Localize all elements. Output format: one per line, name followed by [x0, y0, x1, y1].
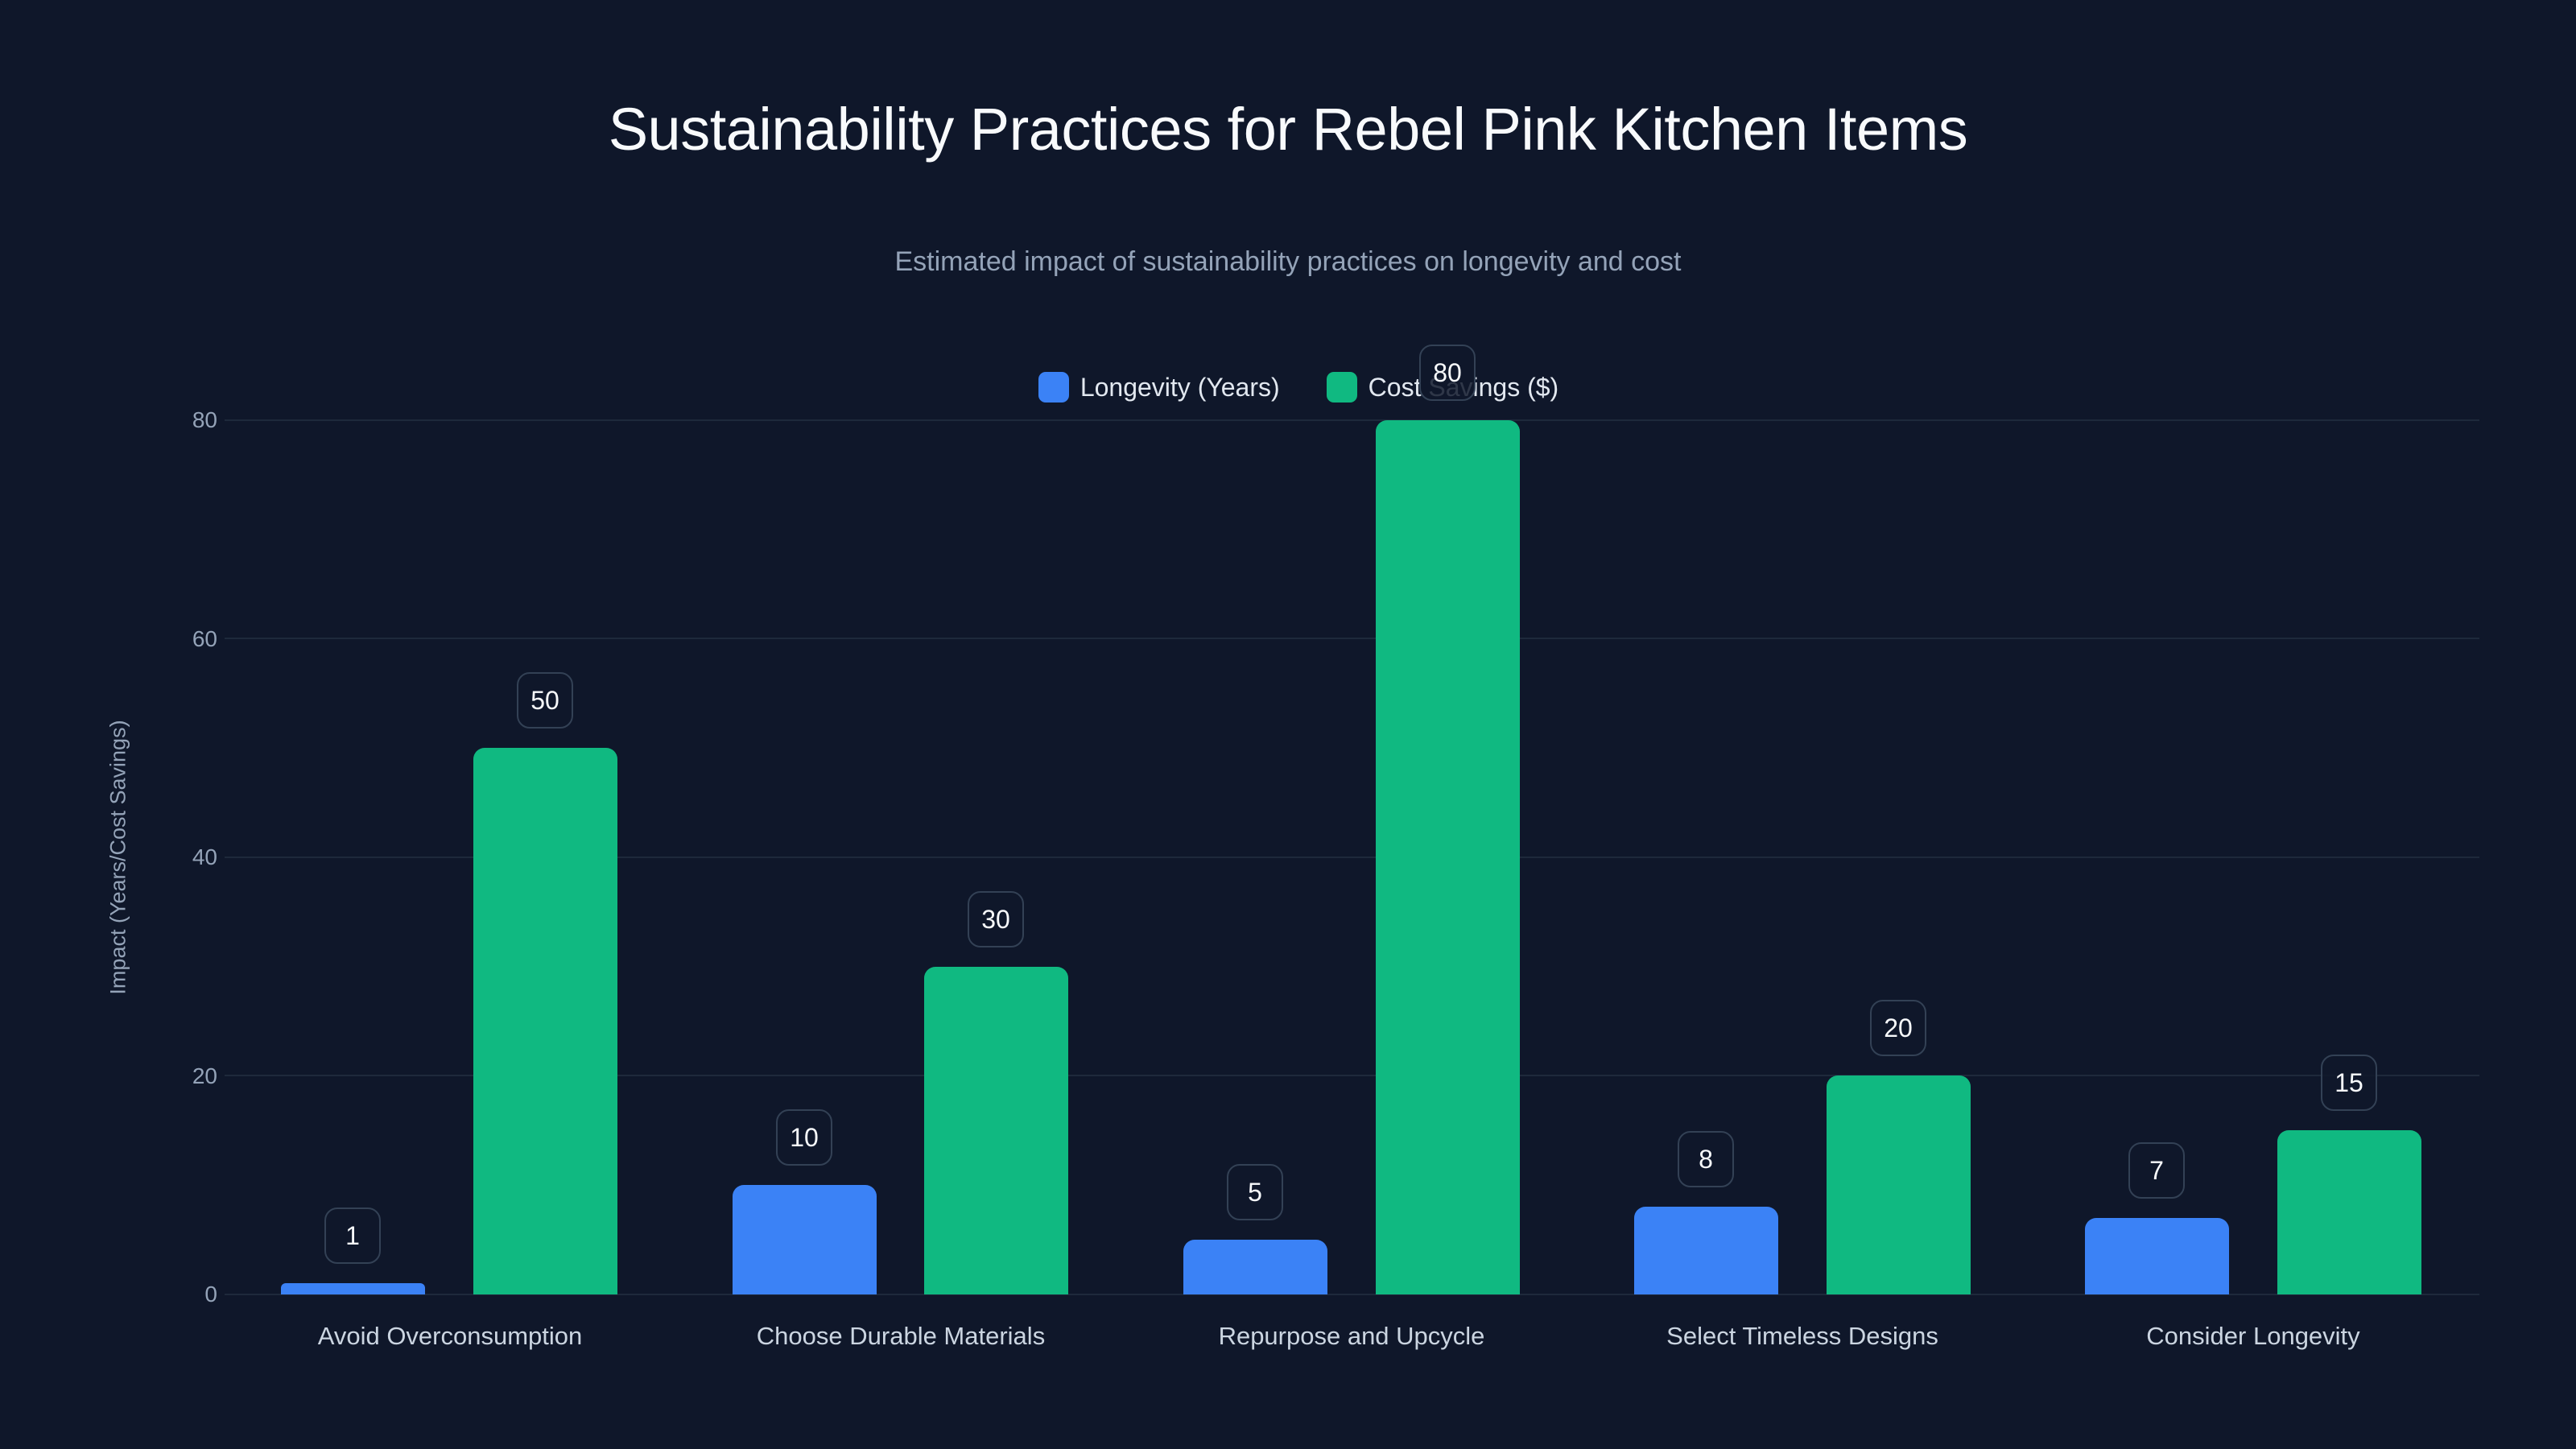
- value-label-cost-avoid-overconsumption: 50: [517, 672, 573, 729]
- y-tick-0: 0: [204, 1282, 217, 1307]
- y-axis-title: Impact (Years/Cost Savings): [105, 720, 130, 995]
- y-tick-40: 40: [192, 844, 217, 869]
- legend: Longevity (Years) Cost Savings ($): [0, 372, 2576, 402]
- y-tick-20: 20: [192, 1063, 217, 1088]
- value-label-longevity-repurpose-and-upcycle: 5: [1227, 1164, 1283, 1220]
- y-tick-80: 80: [192, 407, 217, 432]
- gridline-40: [225, 857, 2479, 858]
- gridline-80: [225, 419, 2479, 421]
- value-label-longevity-choose-durable-materials: 10: [776, 1109, 832, 1166]
- bar-cost-repurpose-and-upcycle[interactable]: [1376, 420, 1520, 1294]
- chart-subtitle: Estimated impact of sustainability pract…: [894, 246, 1682, 277]
- x-axis-line: [225, 1294, 2479, 1295]
- value-label-cost-choose-durable-materials: 30: [968, 891, 1024, 947]
- legend-label-longevity: Longevity (Years): [1080, 372, 1280, 402]
- gridline-60: [225, 638, 2479, 639]
- x-label-choose-durable-materials: Choose Durable Materials: [756, 1322, 1046, 1350]
- y-tick-60: 60: [192, 626, 217, 651]
- legend-item-longevity[interactable]: Longevity (Years): [1038, 372, 1280, 402]
- bar-cost-select-timeless-designs[interactable]: [1827, 1075, 1971, 1294]
- bar-longevity-repurpose-and-upcycle[interactable]: [1183, 1240, 1327, 1294]
- bar-longevity-consider-longevity[interactable]: [2085, 1218, 2229, 1294]
- legend-swatch-longevity-icon: [1038, 372, 1069, 402]
- value-label-cost-repurpose-and-upcycle: 80: [1419, 345, 1476, 401]
- value-label-longevity-avoid-overconsumption: 1: [324, 1208, 381, 1264]
- gridline-20: [225, 1075, 2479, 1076]
- x-label-avoid-overconsumption: Avoid Overconsumption: [317, 1322, 583, 1350]
- x-label-repurpose-and-upcycle: Repurpose and Upcycle: [1218, 1322, 1485, 1350]
- bar-cost-avoid-overconsumption[interactable]: [473, 748, 617, 1294]
- chart-title: Sustainability Practices for Rebel Pink …: [608, 96, 1968, 163]
- bar-longevity-select-timeless-designs[interactable]: [1634, 1207, 1778, 1294]
- value-label-cost-select-timeless-designs: 20: [1870, 1000, 1926, 1056]
- bar-longevity-avoid-overconsumption[interactable]: [281, 1283, 425, 1294]
- x-label-select-timeless-designs: Select Timeless Designs: [1666, 1322, 1938, 1350]
- bar-cost-consider-longevity[interactable]: [2277, 1130, 2421, 1294]
- value-label-longevity-consider-longevity: 7: [2128, 1142, 2185, 1199]
- value-label-longevity-select-timeless-designs: 8: [1678, 1131, 1734, 1187]
- bar-longevity-choose-durable-materials[interactable]: [733, 1185, 877, 1294]
- value-label-cost-consider-longevity: 15: [2321, 1055, 2377, 1111]
- plot-area: 0 20 40 60 80 1 50 10 30 5 80 8 20 7 15: [192, 345, 2479, 1307]
- bar-cost-choose-durable-materials[interactable]: [924, 967, 1068, 1294]
- x-label-consider-longevity: Consider Longevity: [2146, 1322, 2360, 1350]
- legend-swatch-cost-savings-icon: [1326, 372, 1357, 402]
